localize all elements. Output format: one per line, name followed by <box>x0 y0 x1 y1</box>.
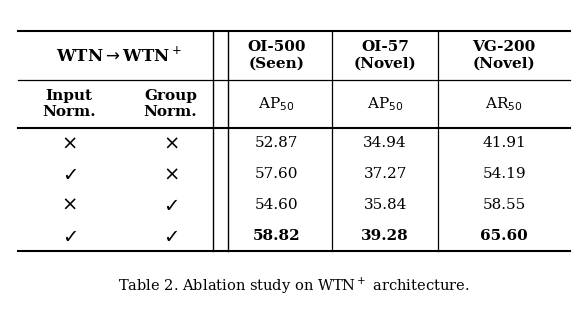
Text: $\checkmark$: $\checkmark$ <box>163 227 178 245</box>
Text: Input
Norm.: Input Norm. <box>42 89 96 119</box>
Text: 58.55: 58.55 <box>483 198 526 212</box>
Text: OI-500
(Seen): OI-500 (Seen) <box>247 40 306 71</box>
Text: 37.27: 37.27 <box>363 167 407 181</box>
Text: $\checkmark$: $\checkmark$ <box>62 165 76 183</box>
Text: WTN$\rightarrow$WTN$^+$: WTN$\rightarrow$WTN$^+$ <box>56 46 182 65</box>
Text: 52.87: 52.87 <box>255 137 298 150</box>
Text: 41.91: 41.91 <box>482 137 526 150</box>
Text: AR$_{50}$: AR$_{50}$ <box>485 95 523 113</box>
Text: 57.60: 57.60 <box>255 167 298 181</box>
Text: AP$_{50}$: AP$_{50}$ <box>367 95 403 113</box>
Text: Table 2. Ablation study on WTN$^+$ architecture.: Table 2. Ablation study on WTN$^+$ archi… <box>118 276 470 296</box>
Text: $\checkmark$: $\checkmark$ <box>163 196 178 214</box>
Text: 34.94: 34.94 <box>363 137 407 150</box>
Text: $\times$: $\times$ <box>61 134 77 153</box>
Text: $\checkmark$: $\checkmark$ <box>62 227 76 245</box>
Text: AP$_{50}$: AP$_{50}$ <box>258 95 295 113</box>
Text: VG-200
(Novel): VG-200 (Novel) <box>473 40 536 71</box>
Text: 65.60: 65.60 <box>480 229 528 243</box>
Text: $\times$: $\times$ <box>163 134 178 153</box>
Text: 54.19: 54.19 <box>482 167 526 181</box>
Text: 54.60: 54.60 <box>255 198 298 212</box>
Text: 39.28: 39.28 <box>361 229 409 243</box>
Text: $\times$: $\times$ <box>163 165 178 183</box>
Text: OI-57
(Novel): OI-57 (Novel) <box>354 40 416 71</box>
Text: 58.82: 58.82 <box>253 229 300 243</box>
Text: $\times$: $\times$ <box>61 196 77 214</box>
Text: 35.84: 35.84 <box>363 198 407 212</box>
Text: Group
Norm.: Group Norm. <box>143 89 198 119</box>
